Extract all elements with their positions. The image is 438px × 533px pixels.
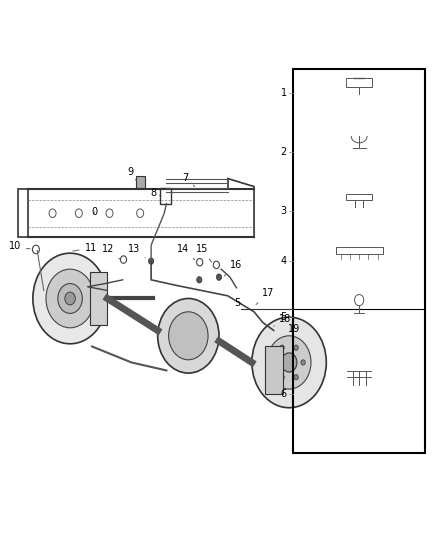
Text: 9: 9 bbox=[127, 167, 137, 181]
Bar bbox=[160, 188, 171, 204]
Text: 6: 6 bbox=[281, 390, 287, 399]
Circle shape bbox=[46, 269, 94, 328]
Text: 18: 18 bbox=[274, 314, 292, 326]
Bar bbox=[293, 69, 425, 453]
Text: 15: 15 bbox=[196, 244, 212, 262]
Circle shape bbox=[75, 209, 82, 217]
Circle shape bbox=[280, 345, 284, 350]
Circle shape bbox=[216, 274, 222, 280]
Circle shape bbox=[281, 353, 297, 372]
Text: 13: 13 bbox=[128, 244, 145, 258]
Text: 14: 14 bbox=[177, 244, 194, 260]
Text: 5: 5 bbox=[234, 298, 240, 308]
Circle shape bbox=[252, 317, 326, 408]
Circle shape bbox=[158, 298, 219, 373]
Circle shape bbox=[58, 284, 82, 313]
Text: 2: 2 bbox=[281, 147, 287, 157]
Circle shape bbox=[33, 253, 107, 344]
Text: 17: 17 bbox=[256, 288, 274, 304]
Circle shape bbox=[169, 312, 208, 360]
Circle shape bbox=[273, 360, 277, 365]
Text: 4: 4 bbox=[281, 256, 287, 266]
Bar bbox=[18, 189, 28, 237]
Text: 0: 0 bbox=[91, 207, 97, 216]
Text: 12: 12 bbox=[102, 244, 120, 260]
Circle shape bbox=[49, 209, 56, 217]
Circle shape bbox=[65, 292, 75, 305]
Text: 8: 8 bbox=[151, 188, 161, 198]
Text: 5: 5 bbox=[281, 312, 287, 322]
Text: 16: 16 bbox=[224, 260, 242, 276]
Bar bbox=[90, 272, 107, 325]
Bar bbox=[136, 176, 145, 188]
Circle shape bbox=[148, 258, 154, 264]
Circle shape bbox=[301, 360, 305, 365]
Circle shape bbox=[137, 209, 144, 217]
Circle shape bbox=[106, 209, 113, 217]
Text: 1: 1 bbox=[281, 88, 287, 98]
Text: 3: 3 bbox=[281, 206, 287, 215]
Circle shape bbox=[294, 345, 298, 350]
Circle shape bbox=[197, 277, 202, 283]
Text: 7: 7 bbox=[182, 173, 195, 187]
Text: 10: 10 bbox=[9, 241, 30, 251]
Text: 11: 11 bbox=[73, 243, 97, 253]
Circle shape bbox=[280, 375, 284, 380]
Circle shape bbox=[294, 375, 298, 380]
Circle shape bbox=[267, 336, 311, 389]
Text: 19: 19 bbox=[285, 325, 300, 337]
Bar bbox=[265, 346, 283, 394]
